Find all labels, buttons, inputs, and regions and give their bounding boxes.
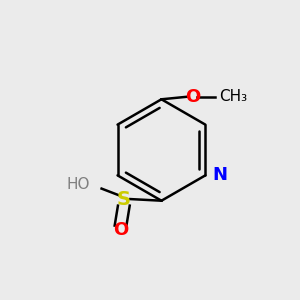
Text: CH₃: CH₃ [219,89,247,104]
Text: N: N [212,167,227,184]
Text: HO: HO [67,177,90,192]
Text: O: O [113,221,128,239]
Text: S: S [117,190,131,208]
Text: O: O [185,88,200,106]
